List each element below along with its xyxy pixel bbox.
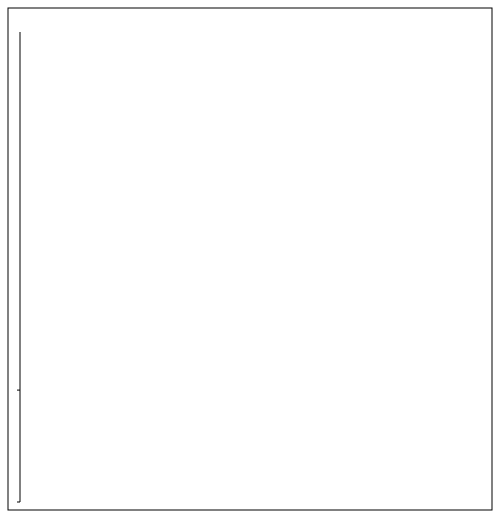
frame: [8, 8, 492, 510]
